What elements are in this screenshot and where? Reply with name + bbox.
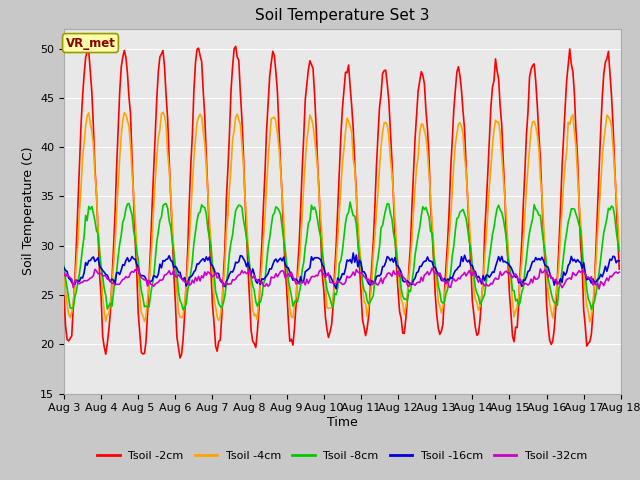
- Title: Soil Temperature Set 3: Soil Temperature Set 3: [255, 9, 429, 24]
- X-axis label: Time: Time: [327, 416, 358, 429]
- Legend: Tsoil -2cm, Tsoil -4cm, Tsoil -8cm, Tsoil -16cm, Tsoil -32cm: Tsoil -2cm, Tsoil -4cm, Tsoil -8cm, Tsoi…: [93, 446, 592, 466]
- Text: VR_met: VR_met: [65, 36, 115, 49]
- Y-axis label: Soil Temperature (C): Soil Temperature (C): [22, 147, 35, 276]
